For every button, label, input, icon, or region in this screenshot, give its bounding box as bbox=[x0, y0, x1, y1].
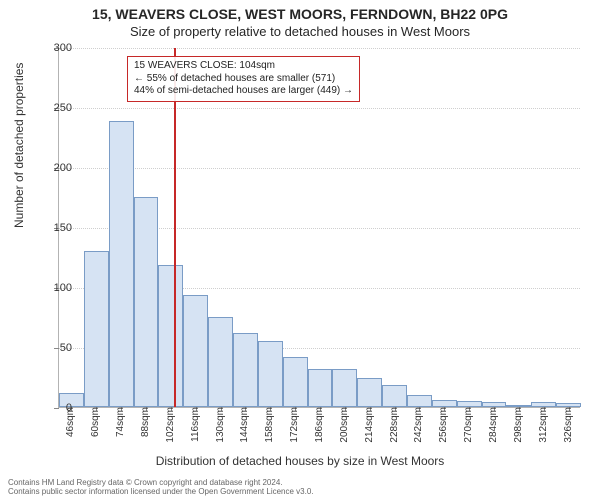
histogram-bar bbox=[407, 395, 432, 407]
histogram-bar bbox=[233, 333, 258, 407]
x-tick-label: 200sqm bbox=[339, 407, 350, 443]
y-tick-label: 50 bbox=[32, 342, 72, 354]
histogram-bar bbox=[158, 265, 183, 407]
grid-line bbox=[59, 168, 580, 169]
chart-container: 15, WEAVERS CLOSE, WEST MOORS, FERNDOWN,… bbox=[0, 0, 600, 500]
histogram-bar bbox=[382, 385, 407, 407]
x-tick-label: 102sqm bbox=[165, 407, 176, 443]
property-marker-line bbox=[174, 48, 176, 407]
y-tick-label: 300 bbox=[32, 42, 72, 54]
x-tick-label: 270sqm bbox=[463, 407, 474, 443]
y-tick-label: 150 bbox=[32, 222, 72, 234]
histogram-bar bbox=[84, 251, 109, 407]
x-tick-label: 158sqm bbox=[264, 407, 275, 443]
x-tick-label: 186sqm bbox=[314, 407, 325, 443]
annotation-line: ← 55% of detached houses are smaller (57… bbox=[134, 73, 353, 86]
x-tick-label: 88sqm bbox=[140, 407, 151, 437]
y-tick-label: 0 bbox=[32, 402, 72, 414]
x-tick-label: 60sqm bbox=[90, 407, 101, 437]
x-tick-label: 312sqm bbox=[538, 407, 549, 443]
y-tick-label: 250 bbox=[32, 102, 72, 114]
x-tick-label: 116sqm bbox=[190, 407, 201, 442]
x-tick-label: 298sqm bbox=[513, 407, 524, 443]
annotation-line: 15 WEAVERS CLOSE: 104sqm bbox=[134, 60, 353, 73]
x-tick-label: 214sqm bbox=[364, 407, 375, 443]
histogram-bar bbox=[332, 369, 357, 407]
x-tick-label: 172sqm bbox=[289, 407, 300, 443]
histogram-bar bbox=[357, 378, 382, 407]
y-tick-label: 200 bbox=[32, 162, 72, 174]
histogram-bar bbox=[183, 295, 208, 407]
x-tick-label: 130sqm bbox=[215, 407, 226, 443]
histogram-bar bbox=[208, 317, 233, 407]
histogram-bar bbox=[134, 197, 159, 407]
chart-subtitle: Size of property relative to detached ho… bbox=[0, 24, 600, 39]
x-tick-label: 256sqm bbox=[438, 407, 449, 443]
y-tick-label: 100 bbox=[32, 282, 72, 294]
histogram-bar bbox=[432, 400, 457, 407]
attribution-text: Contains HM Land Registry data © Crown c… bbox=[8, 478, 314, 496]
x-tick-label: 74sqm bbox=[115, 407, 126, 437]
histogram-bar bbox=[109, 121, 134, 407]
x-axis-label: Distribution of detached houses by size … bbox=[0, 454, 600, 468]
histogram-bar bbox=[308, 369, 333, 407]
grid-line bbox=[59, 48, 580, 49]
x-tick-label: 242sqm bbox=[413, 407, 424, 443]
plot-area: 46sqm60sqm74sqm88sqm102sqm116sqm130sqm14… bbox=[58, 48, 580, 408]
x-tick-label: 326sqm bbox=[563, 407, 574, 443]
histogram-bar bbox=[283, 357, 308, 407]
x-tick-label: 284sqm bbox=[488, 407, 499, 443]
y-axis-label: Number of detached properties bbox=[12, 63, 26, 228]
address-title: 15, WEAVERS CLOSE, WEST MOORS, FERNDOWN,… bbox=[0, 6, 600, 22]
x-tick-label: 228sqm bbox=[389, 407, 400, 443]
annotation-box: 15 WEAVERS CLOSE: 104sqm← 55% of detache… bbox=[127, 56, 360, 102]
x-tick-label: 144sqm bbox=[239, 407, 250, 443]
grid-line bbox=[59, 108, 580, 109]
histogram-bar bbox=[258, 341, 283, 407]
annotation-line: 44% of semi-detached houses are larger (… bbox=[134, 85, 353, 98]
